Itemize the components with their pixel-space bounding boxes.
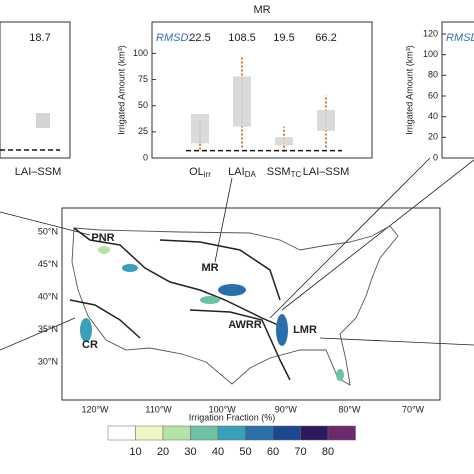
map-frame: [61, 207, 441, 401]
region-label: CR: [82, 339, 98, 351]
region-label: PNR: [91, 232, 114, 244]
x-tick-label: SSMTC: [267, 166, 302, 179]
map-outline: [69, 225, 399, 386]
box: [191, 114, 209, 144]
y-tick-label: 100: [133, 48, 148, 58]
y-tick-label: 0: [433, 152, 438, 162]
rmsd-label: RMSD:: [156, 32, 191, 44]
colorbar-swatch: [190, 425, 219, 441]
lon-label: 80°W: [338, 404, 361, 414]
y-tick-label: 20: [428, 132, 438, 142]
colorbar-tick-label: 30: [184, 446, 196, 458]
lon-label: 120°W: [81, 404, 109, 414]
region-label: MR: [201, 262, 218, 274]
colorbar-tick-label: 70: [294, 446, 306, 458]
colorbar-tick-label: 80: [322, 446, 334, 458]
y-tick-label: 0: [143, 152, 148, 162]
connectors: [0, 157, 474, 351]
lat-label: 50°N: [38, 226, 58, 236]
lon-label: 110°W: [145, 404, 172, 414]
y-tick-label: 100: [423, 49, 438, 59]
lon-label: 70°W: [402, 404, 425, 414]
category-sub: irr: [204, 170, 211, 179]
x-tick-label: OLirr: [189, 166, 211, 179]
colorbar-swatch: [135, 425, 164, 441]
colorbar-tick-label: 20: [157, 446, 169, 458]
lat-label: 45°N: [38, 259, 58, 269]
category-main: SSM: [267, 166, 291, 178]
y-tick-label: 80: [428, 70, 438, 80]
colorbar-swatch: [300, 425, 329, 441]
region-label: LMR: [293, 324, 317, 336]
colorbar-tick-label: 60: [267, 446, 279, 458]
y-label: Irrigated Amount (km³): [116, 45, 126, 135]
colorbar-title: Irrigation Fraction (%): [189, 412, 276, 422]
colorbar-swatch: [327, 425, 356, 441]
category-sub: DA: [245, 170, 257, 179]
lat-label: 30°N: [38, 356, 58, 366]
left-panel-frame: [0, 21, 71, 159]
lon-label: 100°W: [209, 404, 237, 414]
box: [36, 113, 50, 128]
center-panel-frame: [151, 21, 373, 159]
box: [317, 109, 335, 131]
irrigation-patches: [80, 246, 344, 381]
y-label: Irrigated Amount (km³): [404, 45, 414, 135]
rmsd-value: 19.5: [273, 32, 294, 44]
colorbar-tick-label: 40: [212, 446, 224, 458]
rmsd-label: RMSD:: [446, 32, 474, 44]
colorbar-swatch: [162, 425, 191, 441]
colorbar-swatch: [245, 425, 274, 441]
y-tick-label: 40: [428, 111, 438, 121]
x-tick-label: LAI–SSM: [303, 166, 349, 178]
box: [233, 76, 251, 127]
colorbar-tick-label: 50: [239, 446, 251, 458]
y-tick-label: 60: [428, 90, 438, 100]
category-main: LAI: [228, 166, 245, 178]
category-label: LAI–SSM: [15, 166, 61, 178]
y-tick-label: 50: [138, 100, 148, 110]
colorbar-swatch: [217, 425, 246, 441]
panel-title: MR: [253, 4, 270, 16]
x-tick-label: LAIDA: [228, 166, 256, 179]
y-tick-label: 25: [138, 126, 148, 136]
lat-label: 40°N: [38, 291, 58, 301]
colorbar-swatch: [272, 425, 301, 441]
y-tick-label: 75: [138, 74, 148, 84]
lon-label: 90°W: [275, 404, 298, 414]
region-label: AWRR: [228, 319, 262, 331]
rmsd-value: 66.2: [315, 32, 336, 44]
y-tick-label: 120: [423, 28, 438, 38]
rmsd-value: 22.5: [189, 32, 210, 44]
right-panel-frame: [441, 21, 474, 159]
lat-label: 35°N: [38, 324, 58, 334]
box: [275, 137, 293, 146]
rmsd-value: 108.5: [228, 32, 256, 44]
rmsd-value: 18.7: [29, 32, 50, 44]
category-sub: TC: [291, 170, 302, 179]
category-main: LAI–SSM: [303, 166, 349, 178]
colorbar-swatch: [107, 425, 136, 441]
category-main: OL: [189, 166, 204, 178]
colorbar: 10 20 30 40 50 60 70 80: [107, 425, 356, 458]
colorbar-tick-label: 10: [129, 446, 141, 458]
